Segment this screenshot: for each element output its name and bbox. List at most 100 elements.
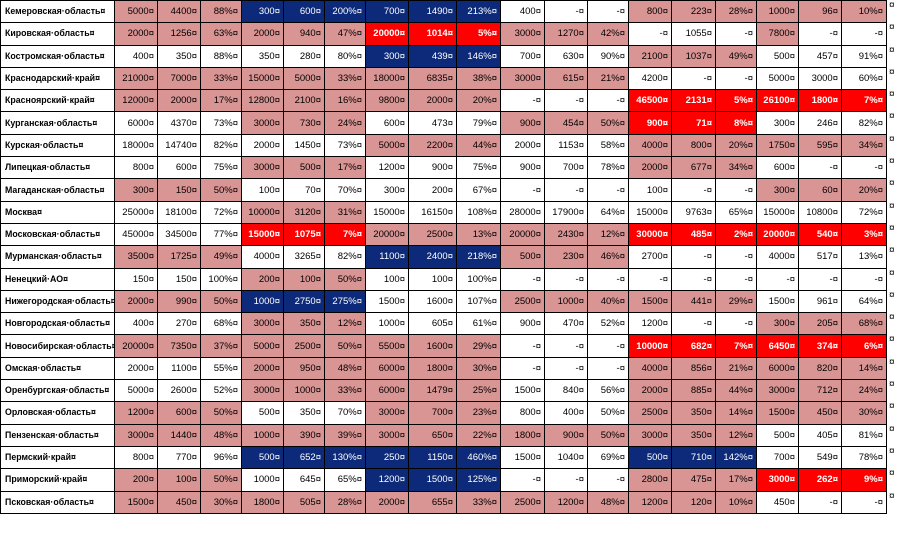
value-cell[interactable]: 2500¤ <box>500 490 545 514</box>
value-cell[interactable]: 500¤ <box>500 245 545 269</box>
value-cell[interactable]: 6000¤ <box>365 356 409 381</box>
value-cell[interactable]: 885¤ <box>671 379 716 403</box>
value-cell[interactable]: 52%¤ <box>587 312 629 336</box>
value-cell[interactable]: 1000¤ <box>241 289 284 314</box>
value-cell[interactable]: -¤ <box>500 178 545 202</box>
value-cell[interactable]: 72%¤ <box>200 200 242 224</box>
value-cell[interactable]: 457¤ <box>798 44 842 68</box>
region-name-cell[interactable]: Мурманская·область¤ <box>0 245 115 269</box>
value-cell[interactable]: 12%¤ <box>715 423 757 447</box>
value-cell[interactable]: 47%¤ <box>324 22 366 46</box>
value-cell[interactable]: 223¤ <box>671 0 716 24</box>
value-cell[interactable]: 600¤ <box>157 401 201 425</box>
value-cell[interactable]: 50%¤ <box>324 334 366 358</box>
value-cell[interactable]: 450¤ <box>756 490 799 514</box>
value-cell[interactable]: 2000¤ <box>157 89 201 113</box>
value-cell[interactable]: 100%¤ <box>200 267 242 291</box>
value-cell[interactable]: 146%¤ <box>456 44 501 68</box>
value-cell[interactable]: 2750¤ <box>283 289 325 314</box>
value-cell[interactable]: 3000¤ <box>628 423 672 447</box>
value-cell[interactable]: 600¤ <box>157 156 201 180</box>
value-cell[interactable]: 100¤ <box>157 468 201 492</box>
value-cell[interactable]: 5000¤ <box>241 334 284 358</box>
value-cell[interactable]: -¤ <box>544 468 588 492</box>
value-cell[interactable]: 16150¤ <box>408 200 457 224</box>
value-cell[interactable]: 68%¤ <box>200 312 242 336</box>
value-cell[interactable]: -¤ <box>587 468 629 492</box>
value-cell[interactable]: 21000¤ <box>114 66 158 91</box>
value-cell[interactable]: 400¤ <box>500 0 545 24</box>
value-cell[interactable]: 24%¤ <box>841 379 887 403</box>
value-cell[interactable]: 71¤ <box>671 111 716 135</box>
value-cell[interactable]: 454¤ <box>544 111 588 135</box>
value-cell[interactable]: 4370¤ <box>157 111 201 135</box>
value-cell[interactable]: 3265¤ <box>283 245 325 269</box>
value-cell[interactable]: 68%¤ <box>841 312 887 336</box>
value-cell[interactable]: 18100¤ <box>157 200 201 224</box>
region-name-cell[interactable]: Костромская·область¤ <box>0 44 115 68</box>
value-cell[interactable]: 350¤ <box>283 312 325 336</box>
value-cell[interactable]: 2000¤ <box>114 22 158 46</box>
value-cell[interactable]: 46500¤ <box>628 89 672 113</box>
value-cell[interactable]: 6000¤ <box>365 379 409 403</box>
region-name-cell[interactable]: Липецкая·область¤ <box>0 156 115 180</box>
value-cell[interactable]: 1200¤ <box>628 312 672 336</box>
value-cell[interactable]: 2000¤ <box>241 22 284 46</box>
value-cell[interactable]: 23%¤ <box>456 401 501 425</box>
value-cell[interactable]: -¤ <box>798 267 842 291</box>
region-name-cell[interactable]: Оренбургская·область¤ <box>0 379 115 403</box>
region-name-cell[interactable]: Пермский·край¤ <box>0 445 115 470</box>
value-cell[interactable]: 82%¤ <box>200 133 242 158</box>
value-cell[interactable]: 500¤ <box>241 445 284 470</box>
value-cell[interactable]: 12800¤ <box>241 89 284 113</box>
value-cell[interactable]: 645¤ <box>283 468 325 492</box>
value-cell[interactable]: 300¤ <box>756 178 799 202</box>
value-cell[interactable]: 1800¤ <box>500 423 545 447</box>
value-cell[interactable]: 6450¤ <box>756 334 799 358</box>
value-cell[interactable]: 64%¤ <box>587 200 629 224</box>
value-cell[interactable]: 100%¤ <box>456 267 501 291</box>
value-cell[interactable]: 58%¤ <box>587 133 629 158</box>
value-cell[interactable]: 100¤ <box>628 178 672 202</box>
value-cell[interactable]: 55%¤ <box>200 356 242 381</box>
value-cell[interactable]: 30%¤ <box>456 356 501 381</box>
value-cell[interactable]: 1479¤ <box>408 379 457 403</box>
value-cell[interactable]: 12%¤ <box>324 312 366 336</box>
value-cell[interactable]: 350¤ <box>241 44 284 68</box>
value-cell[interactable]: 840¤ <box>544 379 588 403</box>
value-cell[interactable]: 1153¤ <box>544 133 588 158</box>
value-cell[interactable]: 100¤ <box>241 178 284 202</box>
value-cell[interactable]: 500¤ <box>756 423 799 447</box>
value-cell[interactable]: 3000¤ <box>756 468 799 492</box>
value-cell[interactable]: 652¤ <box>283 445 325 470</box>
value-cell[interactable]: -¤ <box>587 0 629 24</box>
value-cell[interactable]: 14%¤ <box>841 356 887 381</box>
value-cell[interactable]: 88%¤ <box>200 44 242 68</box>
value-cell[interactable]: 1055¤ <box>671 22 716 46</box>
value-cell[interactable]: 13%¤ <box>456 222 501 247</box>
value-cell[interactable]: 820¤ <box>798 356 842 381</box>
value-cell[interactable]: 200%¤ <box>324 0 366 24</box>
value-cell[interactable]: 20%¤ <box>456 89 501 113</box>
value-cell[interactable]: 1500¤ <box>408 468 457 492</box>
value-cell[interactable]: 390¤ <box>283 423 325 447</box>
value-cell[interactable]: 700¤ <box>365 0 409 24</box>
value-cell[interactable]: 70%¤ <box>324 401 366 425</box>
value-cell[interactable]: 2500¤ <box>628 401 672 425</box>
value-cell[interactable]: 107%¤ <box>456 289 501 314</box>
value-cell[interactable]: 300¤ <box>756 111 799 135</box>
value-cell[interactable]: 50%¤ <box>200 468 242 492</box>
value-cell[interactable]: 856¤ <box>671 356 716 381</box>
region-name-cell[interactable]: Кемеровская·область¤ <box>0 0 115 24</box>
value-cell[interactable]: 950¤ <box>283 356 325 381</box>
value-cell[interactable]: 28%¤ <box>715 0 757 24</box>
value-cell[interactable]: 61%¤ <box>456 312 501 336</box>
value-cell[interactable]: 400¤ <box>114 44 158 68</box>
value-cell[interactable]: 400¤ <box>114 312 158 336</box>
value-cell[interactable]: 50%¤ <box>324 267 366 291</box>
value-cell[interactable]: 65%¤ <box>324 468 366 492</box>
value-cell[interactable]: 300¤ <box>365 44 409 68</box>
value-cell[interactable]: 64%¤ <box>841 289 887 314</box>
value-cell[interactable]: 20000¤ <box>114 334 158 358</box>
value-cell[interactable]: 7000¤ <box>157 66 201 91</box>
